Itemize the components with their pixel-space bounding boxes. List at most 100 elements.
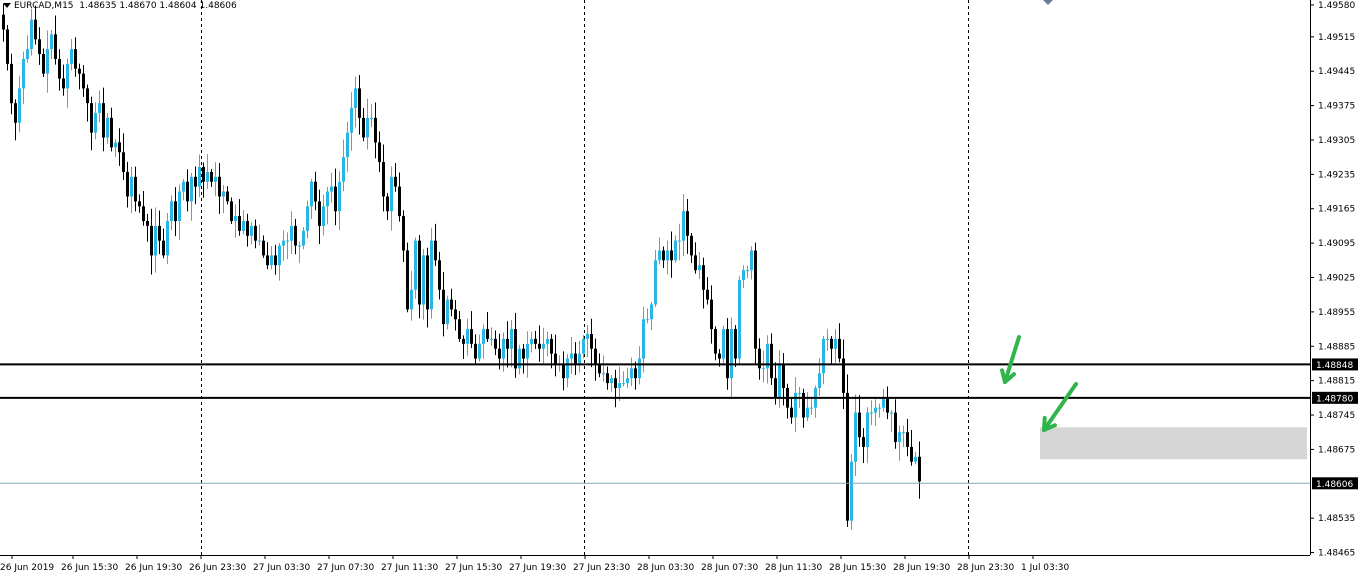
candle-body [446,299,449,325]
candle-body [114,142,117,148]
candle-body [714,329,717,354]
time-tick-label: 28 Jun 11:30 [765,563,822,573]
candle-body [602,373,605,375]
candle-body [62,78,65,89]
candle-body [494,338,497,349]
candle-body [418,240,421,305]
candle-body [154,225,157,256]
candle-body [430,240,433,310]
candle-body [90,103,93,133]
candle-body [906,432,909,447]
candle-body [738,279,741,359]
candle-body [218,176,221,197]
candle-body [510,329,513,349]
candle-body [210,171,213,182]
candle-body [674,240,677,261]
candle-body [614,378,617,389]
time-tick-label: 27 Jun 11:30 [381,563,438,573]
time-tick-label: 26 Jun 2019 [0,563,54,573]
candle-body [746,270,749,272]
candle-body [206,171,209,182]
candle-body [150,225,153,256]
candle-body [482,329,485,344]
candle-body [366,117,369,138]
candle-body [794,392,797,418]
candle-body [242,221,245,231]
candle-body [634,368,637,379]
candle-body [178,191,181,222]
time-tick-label: 27 Jun 23:30 [573,563,630,573]
candle-body [14,103,17,123]
candle-body [778,363,781,398]
candle-body [34,19,37,40]
time-tick-label: 26 Jun 19:30 [125,563,182,573]
candle-body [406,250,409,310]
level-price-label: 1.48780 [1316,394,1353,404]
time-tick-label: 28 Jun 15:30 [829,563,886,573]
candle-body [238,216,241,231]
candle-body [438,260,441,290]
price-tick-label: 1.49025 [1318,274,1355,284]
candle-body [450,299,453,310]
candle-body [758,348,761,369]
candle-body [162,240,165,256]
candle-body [898,432,901,443]
price-tick-label: 1.48885 [1318,342,1355,352]
candle-body [918,456,921,482]
candle-body [386,196,389,212]
candle-body [514,329,517,369]
time-tick-label: 28 Jun 19:30 [893,563,950,573]
price-tick-label: 1.48675 [1318,445,1355,455]
candle-body [850,461,853,521]
candle-body [362,117,365,138]
candle-body [610,378,613,384]
candle-body [486,329,489,339]
candle-body [302,230,305,246]
candle-body [462,338,465,344]
candle-body [874,407,877,413]
candle-body [294,225,297,246]
candle-body [466,329,469,344]
candle-body [326,191,329,207]
dropdown-triangle-icon[interactable] [3,3,11,8]
candle-body [866,412,869,447]
candle-body [538,343,541,349]
candle-body [886,397,889,413]
candle-body [882,397,885,408]
level-price-label: 1.48848 [1316,361,1353,371]
candle-body [422,255,425,305]
candle-body [506,338,509,349]
candle-body [742,270,745,280]
price-tick-label: 1.49580 [1318,1,1355,11]
time-tick-label: 27 Jun 07:30 [317,563,374,573]
time-tick-label: 26 Jun 23:30 [189,563,246,573]
candle-body [822,338,825,374]
candle-body [310,181,313,207]
time-tick-label: 1 Jul 03:30 [1021,563,1070,573]
price-tick-label: 1.49305 [1318,136,1355,146]
candle-body [678,240,681,242]
candle-body [402,216,405,251]
candle-body [78,68,81,74]
candle-body [838,338,841,359]
candle-body [134,176,137,202]
candle-body [358,88,361,118]
candle-body [434,240,437,261]
candle-body [166,221,169,256]
candle-body [690,235,693,256]
candle-body [498,348,501,359]
candle-body [654,260,657,305]
candle-body [254,225,257,241]
candle-body [566,358,569,379]
candle-body [190,176,193,202]
candle-body [286,240,289,242]
candle-body [122,152,125,172]
candle-body [222,191,225,197]
candle-body [534,338,537,344]
candle-body [914,456,917,462]
candle-body [170,201,173,222]
chart-header: EURCAD,M15 1.48635 1.48670 1.48604 1.486… [3,1,237,11]
candle-body [38,39,41,55]
candle-body [306,206,309,231]
